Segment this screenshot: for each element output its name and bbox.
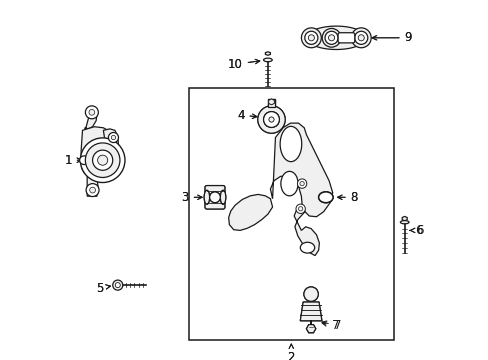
Text: 7: 7 bbox=[322, 319, 341, 332]
Polygon shape bbox=[306, 325, 315, 333]
Circle shape bbox=[328, 35, 334, 41]
Text: 5: 5 bbox=[96, 282, 110, 294]
Circle shape bbox=[268, 117, 273, 122]
Circle shape bbox=[80, 156, 88, 165]
Circle shape bbox=[98, 155, 107, 165]
Polygon shape bbox=[87, 176, 98, 196]
Text: 6: 6 bbox=[409, 224, 422, 237]
Circle shape bbox=[113, 280, 122, 290]
Circle shape bbox=[263, 112, 279, 127]
Ellipse shape bbox=[318, 192, 332, 203]
Polygon shape bbox=[270, 123, 332, 217]
Ellipse shape bbox=[400, 221, 408, 224]
Circle shape bbox=[268, 117, 273, 122]
Circle shape bbox=[298, 207, 302, 211]
Ellipse shape bbox=[263, 58, 272, 62]
Text: 1: 1 bbox=[64, 154, 81, 167]
Circle shape bbox=[92, 150, 113, 170]
Text: 9: 9 bbox=[371, 31, 411, 44]
Text: 8: 8 bbox=[337, 191, 357, 204]
Circle shape bbox=[80, 138, 125, 183]
Text: 10: 10 bbox=[227, 58, 259, 71]
Polygon shape bbox=[265, 52, 270, 55]
Text: 8: 8 bbox=[337, 191, 357, 204]
Ellipse shape bbox=[204, 190, 209, 204]
Circle shape bbox=[86, 184, 99, 197]
Polygon shape bbox=[294, 204, 319, 256]
Circle shape bbox=[89, 187, 95, 193]
Circle shape bbox=[303, 287, 318, 301]
Ellipse shape bbox=[220, 190, 225, 204]
Polygon shape bbox=[300, 302, 321, 321]
Polygon shape bbox=[228, 194, 272, 230]
Ellipse shape bbox=[301, 28, 321, 48]
Text: 7: 7 bbox=[322, 319, 338, 332]
FancyBboxPatch shape bbox=[204, 186, 224, 209]
Circle shape bbox=[89, 109, 95, 115]
Circle shape bbox=[297, 179, 306, 188]
FancyBboxPatch shape bbox=[337, 33, 354, 43]
Text: 6: 6 bbox=[409, 224, 423, 237]
Circle shape bbox=[263, 112, 279, 127]
Text: 5: 5 bbox=[96, 282, 110, 294]
Text: 4: 4 bbox=[237, 109, 256, 122]
Circle shape bbox=[299, 181, 304, 186]
Circle shape bbox=[304, 31, 317, 44]
Circle shape bbox=[257, 106, 285, 133]
Ellipse shape bbox=[322, 28, 340, 47]
Polygon shape bbox=[306, 325, 315, 333]
Circle shape bbox=[325, 31, 337, 44]
Circle shape bbox=[354, 31, 367, 44]
Polygon shape bbox=[268, 99, 274, 105]
Text: 3: 3 bbox=[181, 191, 202, 204]
Text: 10: 10 bbox=[227, 58, 259, 71]
FancyBboxPatch shape bbox=[204, 186, 224, 209]
Circle shape bbox=[85, 106, 98, 119]
Ellipse shape bbox=[204, 190, 209, 204]
Text: 2: 2 bbox=[287, 344, 294, 360]
Text: 2: 2 bbox=[287, 344, 294, 360]
Ellipse shape bbox=[280, 171, 298, 196]
Circle shape bbox=[303, 287, 318, 301]
Polygon shape bbox=[81, 127, 113, 176]
Polygon shape bbox=[402, 216, 407, 221]
Circle shape bbox=[209, 192, 220, 203]
Circle shape bbox=[209, 192, 220, 203]
Text: 4: 4 bbox=[237, 109, 256, 122]
Text: 9: 9 bbox=[372, 31, 411, 44]
Bar bbox=[267, 99, 275, 107]
Circle shape bbox=[85, 143, 120, 177]
Polygon shape bbox=[268, 99, 274, 105]
Text: 3: 3 bbox=[181, 191, 202, 204]
Circle shape bbox=[358, 35, 364, 41]
Polygon shape bbox=[103, 129, 118, 154]
Circle shape bbox=[111, 135, 115, 140]
Bar bbox=[188, 88, 393, 340]
Polygon shape bbox=[81, 155, 87, 166]
Bar bbox=[267, 99, 275, 107]
Circle shape bbox=[307, 35, 314, 41]
Text: 1: 1 bbox=[64, 154, 81, 167]
Ellipse shape bbox=[220, 190, 225, 204]
Ellipse shape bbox=[318, 192, 332, 203]
Ellipse shape bbox=[300, 242, 314, 253]
Circle shape bbox=[108, 132, 118, 143]
Ellipse shape bbox=[280, 126, 301, 162]
Circle shape bbox=[257, 106, 285, 133]
Polygon shape bbox=[300, 302, 321, 321]
Circle shape bbox=[295, 204, 305, 213]
Polygon shape bbox=[306, 26, 365, 49]
Ellipse shape bbox=[350, 28, 370, 48]
Circle shape bbox=[115, 283, 120, 288]
Polygon shape bbox=[84, 108, 97, 130]
